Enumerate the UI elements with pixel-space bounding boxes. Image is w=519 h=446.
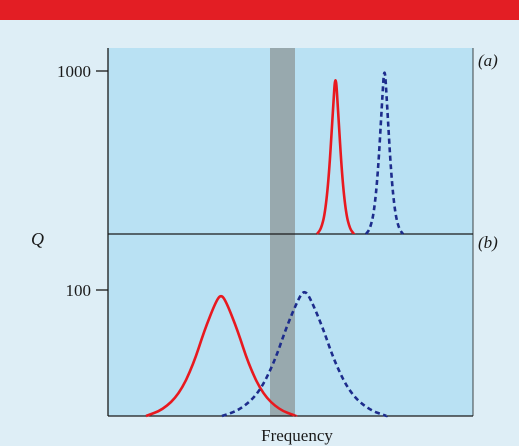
y-tick-label-1000: 1000: [57, 62, 91, 81]
panel-label-a: (a): [478, 51, 498, 70]
curve-panel-b-solid: [145, 294, 298, 418]
top-banner: [0, 0, 519, 20]
y-tick-label-100: 100: [66, 281, 92, 300]
x-axis-label: Frequency: [261, 426, 333, 445]
y-axis-label: Q: [31, 229, 44, 249]
curve-panel-a-solid: [315, 78, 356, 235]
curve-panel-a-dashed: [364, 71, 405, 235]
panel-label-b: (b): [478, 233, 498, 252]
series-layer: [145, 71, 405, 418]
curve-panel-b-dashed: [221, 290, 389, 418]
highlight-band: [270, 48, 295, 416]
